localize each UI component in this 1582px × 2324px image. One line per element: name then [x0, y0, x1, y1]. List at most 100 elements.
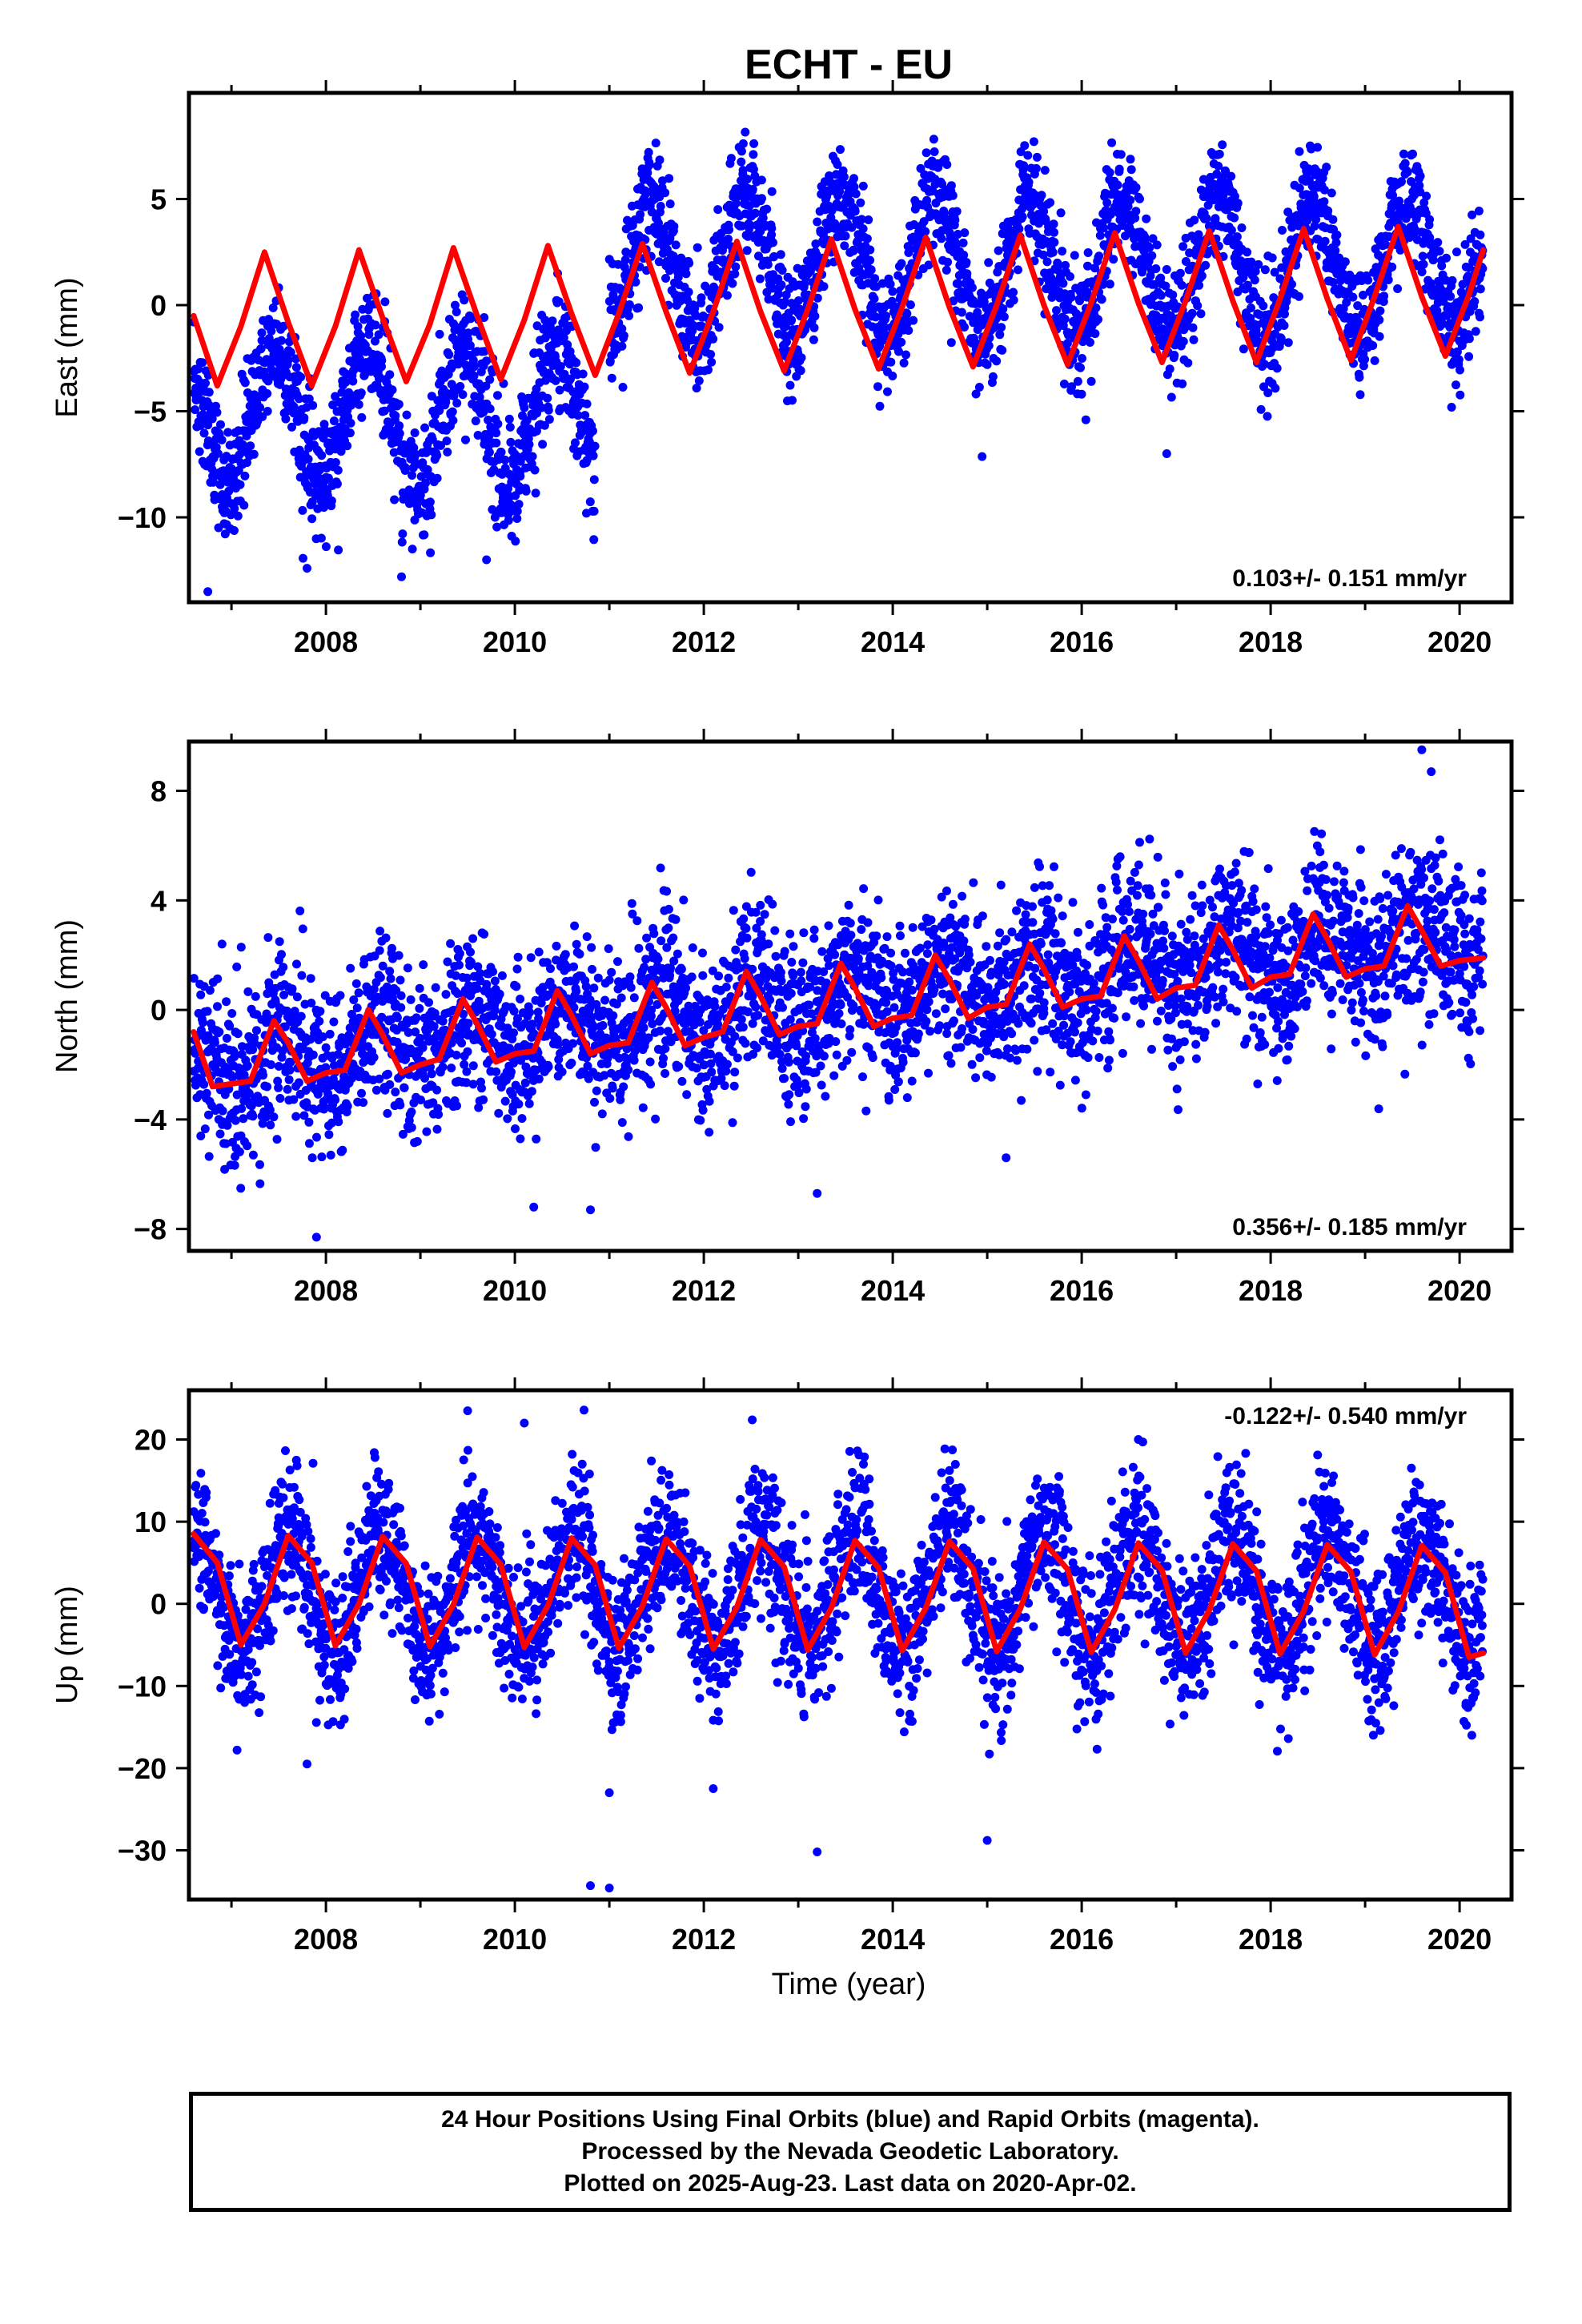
- x-tick-label: 2012: [672, 625, 736, 658]
- data-point: [204, 388, 214, 397]
- data-point: [1058, 321, 1068, 330]
- data-point: [321, 1043, 331, 1052]
- data-point: [1239, 344, 1248, 354]
- data-point: [334, 545, 343, 555]
- data-point: [714, 323, 724, 332]
- data-point: [661, 1043, 670, 1053]
- data-point: [243, 1141, 252, 1151]
- data-point: [865, 255, 875, 265]
- data-point: [484, 416, 493, 424]
- data-point: [230, 526, 239, 535]
- data-point: [580, 411, 590, 420]
- data-point: [560, 369, 569, 379]
- data-point: [901, 350, 910, 360]
- data-point: [479, 1095, 488, 1104]
- data-point: [705, 1096, 714, 1106]
- data-point: [320, 991, 330, 1000]
- data-point: [851, 189, 861, 199]
- data-point: [728, 279, 737, 288]
- data-point: [620, 255, 630, 264]
- data-point: [811, 239, 821, 248]
- data-point: [698, 971, 708, 980]
- data-point: [1393, 284, 1403, 293]
- data-point: [1106, 210, 1115, 219]
- data-point: [332, 479, 342, 489]
- data-point: [267, 1060, 275, 1069]
- data-point: [203, 1007, 212, 1016]
- data-point: [387, 943, 396, 953]
- data-point: [424, 998, 433, 1007]
- data-point: [232, 1090, 242, 1100]
- observation-points: [189, 745, 1488, 1242]
- data-point: [598, 1021, 608, 1030]
- data-point: [273, 1076, 283, 1086]
- data-point: [419, 960, 428, 970]
- data-point: [641, 189, 651, 199]
- data-point: [677, 964, 686, 974]
- data-point: [521, 486, 531, 496]
- data-point: [685, 259, 694, 268]
- data-point: [432, 1124, 442, 1134]
- data-point: [223, 1120, 232, 1130]
- data-point: [995, 330, 1005, 340]
- data-point: [738, 166, 748, 175]
- data-point: [1147, 251, 1157, 260]
- data-point: [849, 174, 858, 183]
- data-point: [506, 437, 516, 447]
- data-point: [275, 1094, 285, 1103]
- data-point: [1267, 336, 1277, 345]
- data-point: [503, 1023, 512, 1033]
- data-point: [316, 533, 326, 543]
- data-point: [1267, 253, 1277, 263]
- data-point: [827, 206, 837, 215]
- data-point: [452, 1101, 461, 1111]
- data-point: [1049, 219, 1058, 229]
- data-point: [351, 310, 360, 320]
- data-point: [356, 332, 366, 341]
- data-point: [1368, 341, 1378, 350]
- data-point: [507, 1068, 516, 1077]
- data-point: [841, 231, 850, 241]
- data-point: [490, 1006, 500, 1015]
- data-point: [449, 392, 459, 401]
- data-point: [1056, 208, 1066, 218]
- data-point: [608, 1011, 618, 1020]
- data-point: [737, 147, 746, 156]
- data-point: [198, 358, 207, 368]
- data-point: [1247, 257, 1256, 267]
- data-point: [458, 390, 468, 400]
- data-point: [1094, 251, 1104, 261]
- data-point: [553, 1039, 563, 1049]
- data-point: [464, 1029, 474, 1039]
- data-point: [665, 174, 674, 183]
- data-point: [582, 399, 592, 408]
- data-point: [420, 1073, 429, 1083]
- data-point: [782, 337, 791, 347]
- data-point: [1014, 265, 1022, 275]
- data-point: [1046, 274, 1056, 283]
- data-point: [942, 265, 951, 275]
- data-point: [492, 1067, 501, 1076]
- data-point: [221, 1139, 231, 1148]
- data-point: [1432, 306, 1442, 316]
- data-point: [572, 939, 581, 949]
- data-point: [1029, 199, 1038, 209]
- data-point: [329, 416, 339, 426]
- data-point: [582, 932, 592, 942]
- data-point: [1359, 361, 1368, 371]
- y-tick-label: −5: [134, 396, 167, 428]
- data-point: [1091, 303, 1101, 312]
- data-point: [555, 385, 564, 395]
- data-point: [243, 1061, 252, 1071]
- data-point: [369, 984, 379, 994]
- data-point: [505, 422, 515, 432]
- data-point: [369, 1052, 379, 1062]
- data-point: [625, 972, 635, 982]
- data-point: [984, 258, 994, 267]
- data-point: [307, 1153, 317, 1163]
- data-point: [1162, 265, 1171, 274]
- data-point: [462, 973, 472, 983]
- data-point: [952, 207, 962, 216]
- data-point: [434, 1110, 444, 1120]
- data-point: [1058, 279, 1068, 288]
